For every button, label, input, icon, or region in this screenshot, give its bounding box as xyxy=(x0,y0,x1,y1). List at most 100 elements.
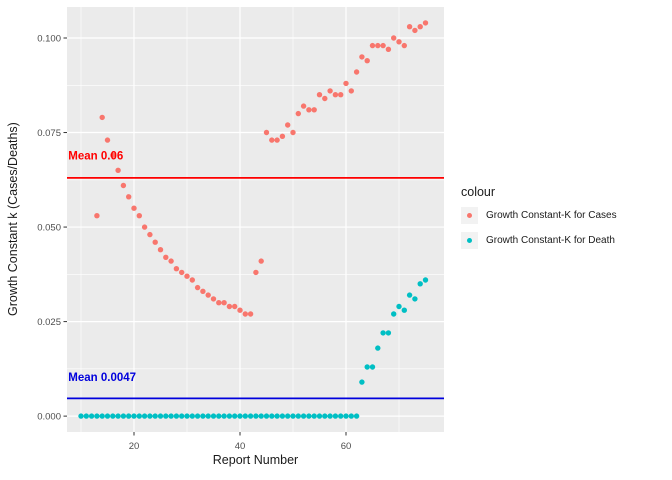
data-point-death xyxy=(147,413,153,419)
data-point-cases xyxy=(253,269,259,276)
data-point-death xyxy=(205,413,211,419)
data-point-cases xyxy=(189,277,195,283)
data-point-cases xyxy=(359,54,365,60)
legend-item: Growth Constant-K for Death xyxy=(461,232,617,249)
data-point-cases xyxy=(94,213,100,219)
data-point-cases xyxy=(131,205,137,211)
data-point-death xyxy=(327,413,333,419)
data-point-cases xyxy=(179,269,185,276)
legend-key xyxy=(461,232,478,249)
data-point-cases xyxy=(147,231,153,238)
data-point-death xyxy=(221,413,227,419)
data-point-death xyxy=(422,277,429,283)
data-point-cases xyxy=(232,303,238,310)
data-point-death xyxy=(263,413,270,419)
legend-point-icon xyxy=(467,238,472,243)
data-point-cases xyxy=(290,129,296,136)
mean-label-0: Mean 0.06 xyxy=(68,151,123,163)
data-point-cases xyxy=(269,137,275,143)
legend-items: Growth Constant-K for Cases Growth Consta… xyxy=(461,207,617,249)
legend-item: Growth Constant-K for Cases xyxy=(461,207,617,224)
data-point-cases xyxy=(412,27,418,34)
legend-key xyxy=(461,207,478,224)
data-point-cases xyxy=(141,224,148,230)
data-point-death xyxy=(343,413,349,419)
data-point-cases xyxy=(226,303,233,310)
data-point-death xyxy=(380,330,386,336)
legend-item-label: Growth Constant-K for Death xyxy=(486,235,615,246)
mean-label-1: Mean 0.0047 xyxy=(68,372,136,384)
data-point-death xyxy=(279,413,286,419)
data-point-death xyxy=(200,413,206,419)
data-point-cases xyxy=(216,300,222,306)
y-axis-tick-label: 0.075 xyxy=(37,128,61,139)
data-point-death xyxy=(104,413,111,419)
data-point-cases xyxy=(306,107,312,113)
data-point-death xyxy=(322,413,328,419)
data-point-death xyxy=(290,413,296,419)
legend-point-icon xyxy=(467,213,472,218)
x-axis-title: Report Number xyxy=(212,453,299,467)
data-point-cases xyxy=(157,247,164,253)
data-point-cases xyxy=(422,20,429,26)
y-axis-title: Growth Constant k (Cases/Deaths) xyxy=(6,122,20,317)
data-point-cases xyxy=(353,69,360,75)
data-point-death xyxy=(168,413,174,419)
data-point-cases xyxy=(311,107,317,113)
data-point-cases xyxy=(152,239,158,245)
data-point-death xyxy=(375,345,381,351)
data-point-death xyxy=(369,364,376,370)
data-point-death xyxy=(332,413,339,419)
y-axis-tick-label: 0.000 xyxy=(37,412,61,423)
data-point-cases xyxy=(279,133,286,139)
data-point-cases xyxy=(173,266,180,272)
data-point-cases xyxy=(99,114,105,121)
data-point-death xyxy=(184,413,190,419)
data-point-death xyxy=(285,413,291,419)
data-point-cases xyxy=(274,137,280,143)
legend: colour Growth Constant-K for Cases Growth… xyxy=(461,184,617,257)
data-point-cases xyxy=(332,92,339,98)
data-point-cases xyxy=(385,46,392,52)
legend-item-label: Growth Constant-K for Cases xyxy=(486,210,617,221)
data-point-cases xyxy=(396,39,402,45)
data-point-death xyxy=(94,413,100,419)
data-point-death xyxy=(258,413,264,419)
data-point-death xyxy=(247,413,254,419)
legend-title: colour xyxy=(461,185,496,199)
data-point-death xyxy=(237,413,243,419)
data-point-cases xyxy=(338,92,344,98)
y-axis-tick-label: 0.100 xyxy=(37,34,61,45)
data-point-death xyxy=(136,413,142,419)
x-axis-tick-label: 60 xyxy=(341,441,352,452)
data-point-cases xyxy=(168,258,174,264)
data-point-death xyxy=(242,413,248,419)
data-point-death xyxy=(396,303,402,310)
data-point-death xyxy=(126,413,132,419)
data-point-death xyxy=(300,413,307,419)
data-point-death xyxy=(115,413,121,419)
data-point-cases xyxy=(316,92,323,98)
data-point-cases xyxy=(348,88,354,94)
data-point-cases xyxy=(258,258,264,264)
data-point-death xyxy=(253,413,259,419)
data-point-death xyxy=(417,281,423,287)
data-point-death xyxy=(78,413,84,419)
data-point-death xyxy=(173,413,180,419)
data-point-cases xyxy=(417,24,423,30)
data-point-cases xyxy=(200,288,206,294)
x-axis-tick-label: 20 xyxy=(129,441,140,452)
data-point-cases xyxy=(406,24,413,30)
data-point-cases xyxy=(221,300,227,306)
data-point-death xyxy=(306,413,312,419)
data-point-cases xyxy=(285,122,291,128)
data-point-death xyxy=(216,413,222,419)
data-point-death xyxy=(353,413,360,419)
data-point-cases xyxy=(295,110,301,117)
data-point-death xyxy=(141,413,148,419)
data-point-cases xyxy=(401,42,407,49)
data-point-cases xyxy=(115,167,121,173)
data-point-death xyxy=(311,413,317,419)
data-point-death xyxy=(110,413,116,419)
